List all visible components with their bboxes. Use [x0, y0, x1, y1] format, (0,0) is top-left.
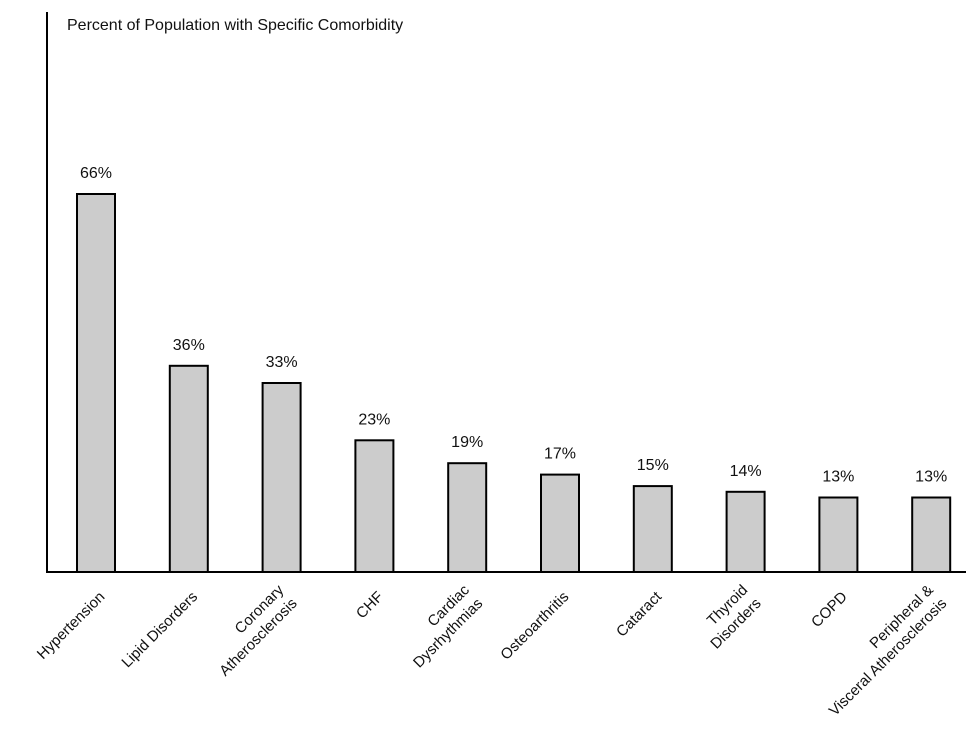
category-label-line: COPD: [808, 588, 851, 631]
bar-peripheral-visceral-atherosclerosis: [911, 496, 952, 573]
category-label-line: Osteoarthritis: [497, 588, 572, 663]
data-label-thyroid-disorders: 14%: [730, 463, 762, 480]
category-labels-group: Hypertension Lipid Disorders CoronaryAther…: [34, 581, 950, 719]
data-label-cataract: 15%: [637, 457, 669, 474]
category-label-cardiac-dysrhythmias: CardiacDysrhythmias: [397, 581, 487, 671]
category-label-chf: CHF: [353, 588, 387, 622]
bar-chf: [354, 439, 395, 573]
category-label-thyroid-disorders: ThyroidDisorders: [694, 582, 765, 653]
bar-coronary-atherosclerosis: [261, 382, 302, 573]
category-label-lipid-disorders: Lipid Disorders: [118, 588, 201, 671]
bar-osteoarthritis: [540, 473, 580, 574]
category-label-copd: COPD: [808, 588, 851, 631]
category-label-cataract: Cataract: [613, 588, 666, 641]
category-label-line: Cataract: [613, 588, 666, 641]
data-label-cardiac-dysrhythmias: 19%: [451, 434, 483, 451]
category-label-osteoarthritis: Osteoarthritis: [497, 588, 572, 663]
category-label-line: Visceral Atherosclerosis: [826, 595, 950, 719]
bar-hypertension: [76, 193, 116, 573]
bar-copd: [818, 496, 859, 573]
bar-cataract: [632, 485, 673, 574]
category-label-line: Hypertension: [34, 588, 109, 663]
data-label-hypertension: 66%: [80, 165, 112, 182]
data-label-copd: 13%: [822, 469, 854, 486]
data-label-lipid-disorders: 36%: [173, 337, 205, 354]
data-label-osteoarthritis: 17%: [544, 446, 576, 463]
bars-group: [76, 193, 952, 574]
bar-thyroid-disorders: [725, 490, 766, 573]
bar-lipid-disorders: [168, 364, 209, 573]
bar-cardiac-dysrhythmias: [447, 462, 488, 574]
category-label-coronary-atherosclerosis: CoronaryAtherosclerosis: [203, 581, 301, 679]
category-label-hypertension: Hypertension: [34, 588, 109, 663]
category-label-line: Lipid Disorders: [118, 588, 201, 671]
data-label-chf: 23%: [358, 411, 390, 428]
category-label-line: CHF: [353, 588, 387, 622]
data-label-peripheral-visceral-atherosclerosis: 13%: [915, 469, 947, 486]
data-label-coronary-atherosclerosis: 33%: [266, 354, 298, 371]
chart-title: Percent of Population with Specific Como…: [67, 17, 403, 34]
data-labels-group: 66% 36% 33% 23% 19% 17% 15% 14% 13% 13%: [80, 165, 947, 486]
